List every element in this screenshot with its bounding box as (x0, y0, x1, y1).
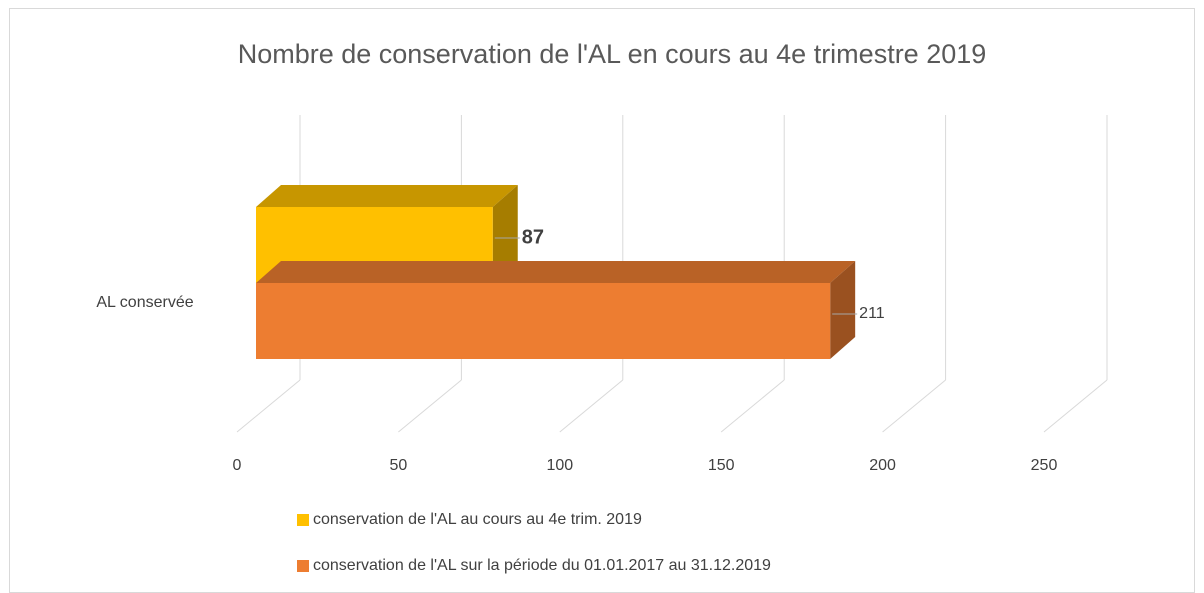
bar-top (256, 185, 518, 207)
x-tick-label: 0 (233, 457, 242, 474)
data-label: 87 (522, 226, 544, 248)
legend-label: conservation de l'AL sur la période du 0… (313, 557, 771, 574)
x-tick-label: 200 (869, 457, 896, 474)
x-tick-label: 250 (1031, 457, 1058, 474)
floor-grid-line (559, 379, 624, 433)
chart-title: Nombre de conservation de l'AL en cours … (238, 39, 987, 69)
category-label: AL conservée (96, 294, 193, 311)
floor-grid-line (398, 379, 462, 433)
x-tick-label: 150 (708, 457, 735, 474)
x-tick-label: 100 (546, 457, 573, 474)
floor-grid-line (236, 379, 301, 433)
legend-swatch (297, 560, 309, 572)
legend-swatch (297, 514, 309, 526)
floor-grid-line (882, 379, 946, 433)
bar-top (256, 261, 856, 283)
bar-front (256, 283, 831, 359)
data-label: 211 (859, 305, 885, 322)
legend-label: conservation de l'AL au cours au 4e trim… (313, 511, 642, 528)
floor-grid-line (1043, 379, 1108, 433)
x-tick-label: 50 (390, 457, 408, 474)
bar-side (830, 261, 856, 359)
floor-grid-line (720, 379, 785, 433)
bar-side (492, 185, 518, 283)
bar (256, 261, 856, 359)
